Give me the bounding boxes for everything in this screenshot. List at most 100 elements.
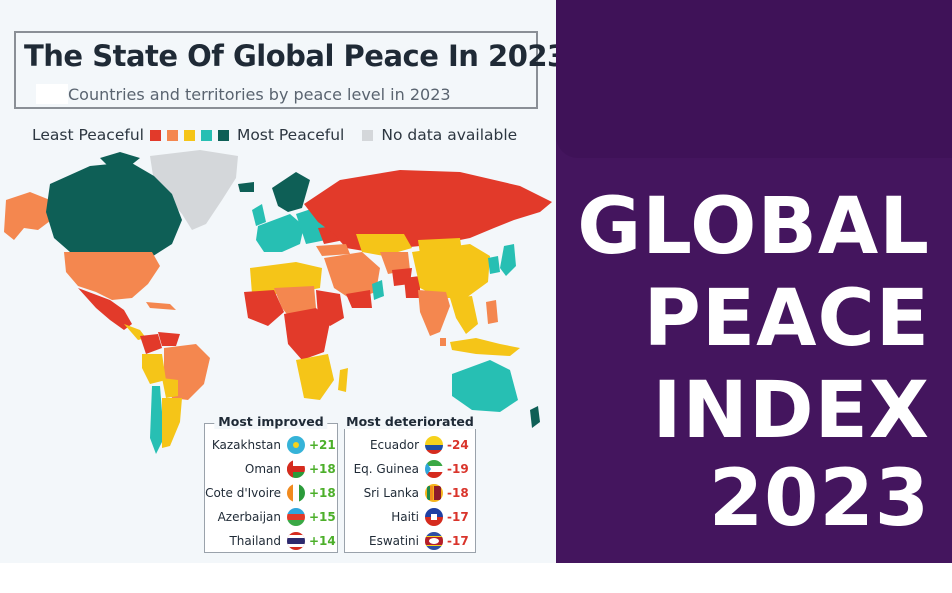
- country-name: Oman: [244, 462, 281, 476]
- banner-top-block: [556, 0, 952, 158]
- country-name: Haiti: [391, 510, 419, 524]
- legend-swatch-3: [183, 129, 195, 141]
- map-region-canada: [46, 162, 182, 258]
- table-row: Haiti -17: [345, 506, 475, 530]
- legend-swatch-1: [149, 129, 161, 141]
- map-region-japan: [500, 244, 516, 276]
- map-region-korea: [488, 256, 500, 274]
- legend-most-label: Most Peaceful: [236, 126, 345, 144]
- country-name: Thailand: [229, 534, 281, 548]
- eq-guinea-flag-icon: [425, 460, 443, 478]
- map-region-greenland: [150, 150, 238, 230]
- map-region-kazakhstan: [356, 234, 412, 256]
- map-region-philippines: [486, 300, 498, 324]
- infographic-title: The State Of Global Peace In 2023: [24, 39, 556, 73]
- rank-change: -17: [447, 510, 469, 524]
- banner-panel: GLOBAL PEACE INDEX 2023: [556, 0, 952, 563]
- country-name: Azerbaijan: [217, 510, 281, 524]
- banner-line-3: INDEX: [652, 366, 930, 456]
- map-region-scandinavia: [272, 172, 310, 212]
- most-deteriorated-table: Most deteriorated Ecuador -24 Eq. Guinea…: [342, 414, 478, 554]
- map-region-north-africa: [250, 262, 322, 294]
- cote-divoire-flag-icon: [287, 484, 305, 502]
- country-name: Eswatini: [369, 534, 419, 548]
- rank-change: +18: [309, 462, 336, 476]
- map-region-sri-lanka: [440, 338, 446, 346]
- map-region-west-europe: [256, 214, 304, 252]
- infographic-subtitle: Countries and territories by peace level…: [68, 85, 451, 104]
- legend-no-data-label: No data available: [381, 126, 518, 144]
- map-region-peru: [142, 354, 166, 384]
- map-region-india: [418, 290, 450, 336]
- legend-swatch-5: [217, 129, 229, 141]
- rank-change: +15: [309, 510, 336, 524]
- most-improved-title: Most improved: [214, 414, 328, 429]
- table-row: Sri Lanka -18: [345, 482, 475, 506]
- ecuador-flag-icon: [425, 436, 443, 454]
- map-region-canada-islands: [100, 152, 140, 166]
- kazakhstan-flag-icon: [287, 436, 305, 454]
- map-region-argentina: [162, 398, 182, 448]
- eswatini-flag-icon: [425, 532, 443, 550]
- banner-line-1: GLOBAL: [577, 182, 930, 272]
- map-region-new-zealand: [530, 406, 540, 428]
- legend-swatch-2: [166, 129, 178, 141]
- banner-line-2: PEACE: [643, 274, 930, 364]
- sri-lanka-flag-icon: [425, 484, 443, 502]
- thailand-flag-icon: [287, 532, 305, 550]
- legend-swatch-4: [200, 129, 212, 141]
- table-row: Azerbaijan +15: [205, 506, 337, 530]
- white-chip: [36, 84, 68, 104]
- map-region-west-africa: [244, 290, 284, 326]
- most-deteriorated-title: Most deteriorated: [342, 414, 478, 429]
- table-row: Thailand +14: [205, 530, 337, 554]
- map-region-usa: [64, 252, 160, 300]
- country-name: Eq. Guinea: [353, 462, 419, 476]
- map-region-venezuela: [158, 332, 180, 346]
- map-region-indonesia: [450, 338, 520, 356]
- rank-change: -19: [447, 462, 469, 476]
- title-box: The State Of Global Peace In 2023 Countr…: [14, 31, 556, 109]
- rank-change: +18: [309, 486, 336, 500]
- country-name: Ecuador: [369, 438, 419, 452]
- legend: Least Peaceful Most Peaceful No data ava…: [32, 124, 517, 146]
- map-region-colombia: [140, 334, 162, 354]
- map-region-turkey: [316, 244, 350, 256]
- world-map: [4, 150, 552, 454]
- country-name: Sri Lanka: [363, 486, 419, 500]
- map-region-central-africa: [284, 308, 330, 360]
- map-region-east-africa: [316, 290, 344, 326]
- map-region-china: [412, 244, 490, 298]
- map-region-bolivia: [162, 378, 178, 398]
- map-region-southeast-asia: [450, 296, 478, 334]
- table-row: Oman +18: [205, 458, 337, 482]
- rank-change: +21: [309, 438, 336, 452]
- legend-least-label: Least Peaceful: [32, 126, 144, 144]
- map-region-central-asia: [380, 252, 410, 274]
- map-region-pakistan: [404, 276, 420, 298]
- table-row: Eq. Guinea -19: [345, 458, 475, 482]
- map-region-australia: [452, 360, 518, 412]
- azerbaijan-flag-icon: [287, 508, 305, 526]
- table-row: Ecuador -24: [345, 434, 475, 458]
- map-region-caribbean: [146, 302, 176, 310]
- oman-flag-icon: [287, 460, 305, 478]
- map-region-uk: [252, 204, 266, 226]
- most-improved-table: Most improved Kazakhstan +21 Oman +18 Co…: [204, 414, 338, 554]
- rank-change: -17: [447, 534, 469, 548]
- banner-line-4: 2023: [708, 454, 930, 544]
- table-row: Eswatini -17: [345, 530, 475, 554]
- haiti-flag-icon: [425, 508, 443, 526]
- map-region-middle-east: [324, 252, 380, 300]
- rank-change: -18: [447, 486, 469, 500]
- map-region-arabia-south: [346, 290, 372, 308]
- map-region-southern-africa: [296, 354, 334, 400]
- map-region-iceland: [238, 182, 254, 192]
- map-region-chile: [150, 386, 164, 454]
- country-name: Kazakhstan: [211, 438, 281, 452]
- map-region-mexico: [78, 288, 132, 330]
- rank-change: +14: [309, 534, 336, 548]
- map-region-oman: [372, 280, 384, 300]
- rank-change: -24: [447, 438, 469, 452]
- legend-swatch-no-data: [362, 129, 374, 141]
